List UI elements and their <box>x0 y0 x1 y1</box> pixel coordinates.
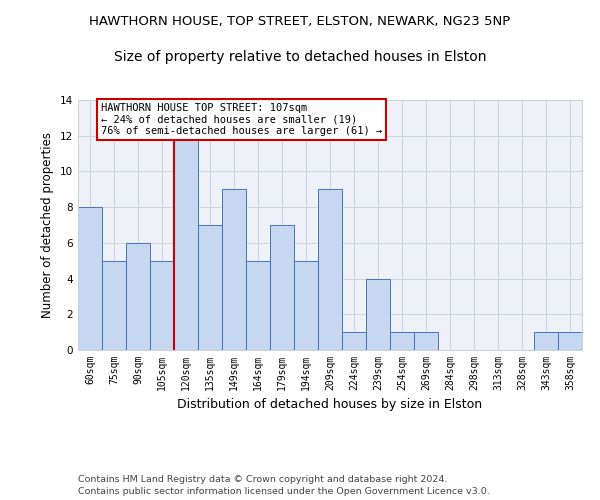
Bar <box>342 332 366 350</box>
Bar <box>270 225 294 350</box>
Bar <box>102 260 126 350</box>
Bar <box>294 260 318 350</box>
Y-axis label: Number of detached properties: Number of detached properties <box>41 132 55 318</box>
Bar <box>222 190 246 350</box>
Text: Contains public sector information licensed under the Open Government Licence v3: Contains public sector information licen… <box>78 488 490 496</box>
X-axis label: Distribution of detached houses by size in Elston: Distribution of detached houses by size … <box>178 398 482 411</box>
Text: HAWTHORN HOUSE, TOP STREET, ELSTON, NEWARK, NG23 5NP: HAWTHORN HOUSE, TOP STREET, ELSTON, NEWA… <box>89 15 511 28</box>
Bar <box>150 260 174 350</box>
Bar <box>534 332 558 350</box>
Bar <box>390 332 414 350</box>
Bar <box>78 207 102 350</box>
Bar <box>414 332 438 350</box>
Bar <box>318 190 342 350</box>
Bar <box>246 260 270 350</box>
Text: Contains HM Land Registry data © Crown copyright and database right 2024.: Contains HM Land Registry data © Crown c… <box>78 475 448 484</box>
Text: HAWTHORN HOUSE TOP STREET: 107sqm
← 24% of detached houses are smaller (19)
76% : HAWTHORN HOUSE TOP STREET: 107sqm ← 24% … <box>101 102 382 136</box>
Text: Size of property relative to detached houses in Elston: Size of property relative to detached ho… <box>114 50 486 64</box>
Bar <box>198 225 222 350</box>
Bar <box>126 243 150 350</box>
Bar <box>558 332 582 350</box>
Bar <box>366 278 390 350</box>
Bar <box>174 136 198 350</box>
